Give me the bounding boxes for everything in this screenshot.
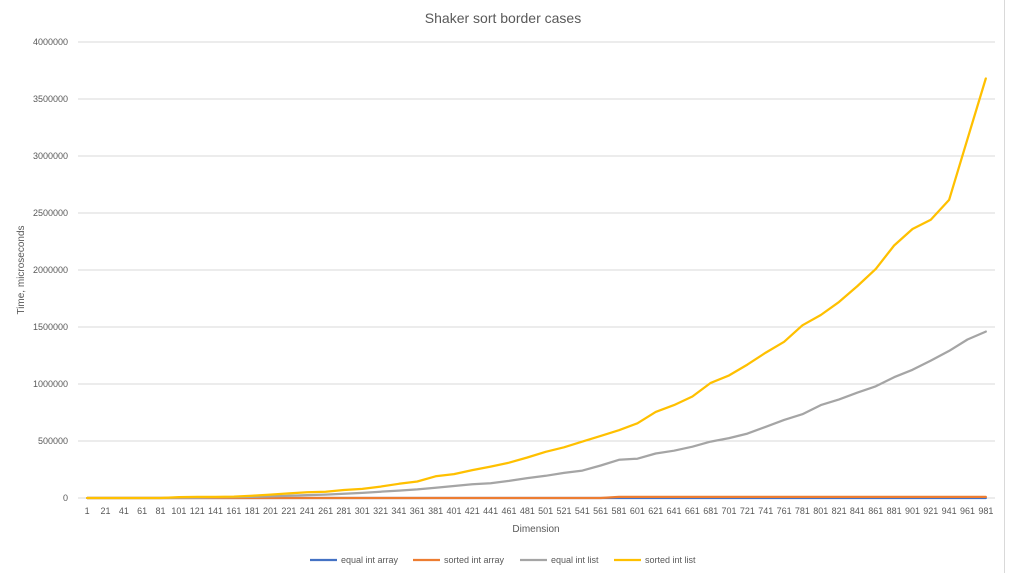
x-tick-label: 641	[667, 506, 682, 516]
x-tick-label: 841	[850, 506, 865, 516]
x-tick-label: 741	[758, 506, 773, 516]
panel-right-border	[1004, 0, 1005, 573]
legend-label-sorted-int-list: sorted int list	[645, 555, 696, 565]
x-tick-label: 301	[355, 506, 370, 516]
x-tick-label: 761	[777, 506, 792, 516]
x-tick-label: 401	[446, 506, 461, 516]
x-tick-label: 321	[373, 506, 388, 516]
x-tick-label: 141	[208, 506, 223, 516]
y-tick-label: 2000000	[33, 265, 68, 275]
legend: equal int array sorted int array equal int…	[310, 555, 696, 565]
x-tick-label: 821	[832, 506, 847, 516]
x-tick-label: 361	[410, 506, 425, 516]
x-tick-label: 781	[795, 506, 810, 516]
y-axis-ticks: 0 500000 1000000 1500000 2000000 2500000 30000…	[33, 37, 68, 503]
x-tick-label: 701	[722, 506, 737, 516]
x-tick-label: 901	[905, 506, 920, 516]
y-tick-label: 3500000	[33, 94, 68, 104]
x-tick-label: 561	[593, 506, 608, 516]
x-tick-label: 801	[813, 506, 828, 516]
x-tick-label: 481	[520, 506, 535, 516]
x-tick-label: 601	[630, 506, 645, 516]
series-line-equal-int-list	[86, 330, 987, 500]
x-tick-label: 541	[575, 506, 590, 516]
y-tick-label: 1500000	[33, 322, 68, 332]
x-tick-label: 21	[101, 506, 111, 516]
series-lines	[86, 77, 987, 500]
x-tick-label: 381	[428, 506, 443, 516]
x-tick-label: 861	[868, 506, 883, 516]
y-tick-label: 1000000	[33, 379, 68, 389]
x-tick-label: 341	[391, 506, 406, 516]
x-tick-label: 81	[156, 506, 166, 516]
x-tick-label: 881	[887, 506, 902, 516]
legend-label-equal-int-list: equal int list	[551, 555, 599, 565]
x-tick-label: 201	[263, 506, 278, 516]
x-tick-label: 981	[978, 506, 993, 516]
x-tick-label: 161	[226, 506, 241, 516]
chart-title: Shaker sort border cases	[425, 10, 581, 26]
x-tick-label: 281	[336, 506, 351, 516]
y-tick-label: 0	[63, 493, 68, 503]
gridlines	[78, 41, 995, 442]
x-tick-label: 61	[137, 506, 147, 516]
x-tick-label: 921	[923, 506, 938, 516]
x-tick-label: 261	[318, 506, 333, 516]
y-tick-label: 2500000	[33, 208, 68, 218]
x-tick-label: 661	[685, 506, 700, 516]
y-tick-label: 4000000	[33, 37, 68, 47]
x-tick-label: 941	[942, 506, 957, 516]
x-tick-label: 681	[703, 506, 718, 516]
x-tick-label: 521	[556, 506, 571, 516]
x-tick-label: 501	[538, 506, 553, 516]
x-tick-label: 961	[960, 506, 975, 516]
y-tick-label: 3000000	[33, 151, 68, 161]
x-tick-label: 461	[501, 506, 516, 516]
x-tick-label: 41	[119, 506, 129, 516]
y-axis-label: Time, microseconds	[16, 225, 27, 314]
legend-label-equal-int-array: equal int array	[341, 555, 399, 565]
x-tick-label: 581	[612, 506, 627, 516]
x-tick-label: 241	[300, 506, 315, 516]
x-axis-ticks: 1 21 41 61 81 101 121 141 161 181 201 221 241 261 281 3…	[85, 506, 994, 516]
x-tick-label: 1	[85, 506, 90, 516]
x-tick-label: 221	[281, 506, 296, 516]
legend-label-sorted-int-array: sorted int array	[444, 555, 505, 565]
x-axis-label: Dimension	[512, 524, 559, 535]
x-tick-label: 181	[245, 506, 260, 516]
y-tick-label: 500000	[38, 436, 68, 446]
x-tick-label: 421	[465, 506, 480, 516]
x-tick-label: 121	[190, 506, 205, 516]
x-tick-label: 441	[483, 506, 498, 516]
x-tick-label: 721	[740, 506, 755, 516]
series-line-sorted-int-list	[86, 77, 987, 500]
x-tick-label: 621	[648, 506, 663, 516]
x-tick-label: 101	[171, 506, 186, 516]
